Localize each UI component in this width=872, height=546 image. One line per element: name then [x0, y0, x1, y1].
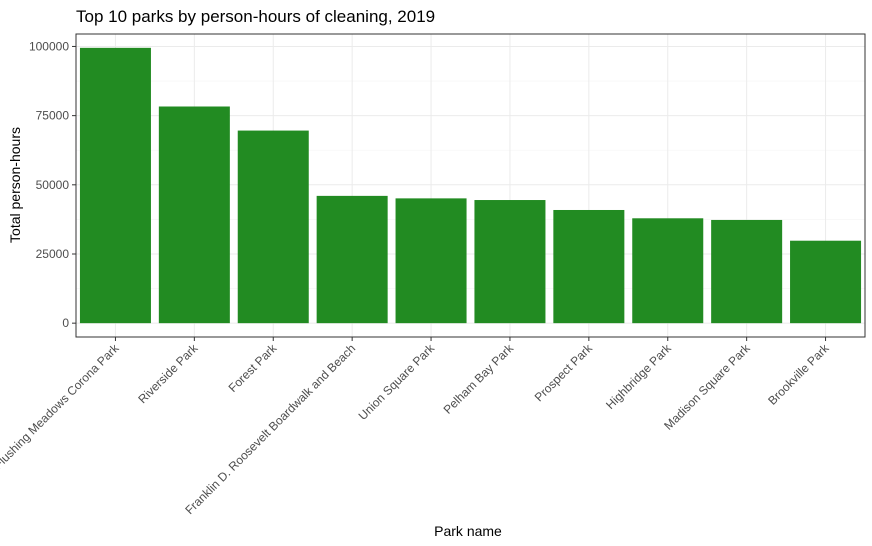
bar — [79, 47, 151, 324]
x-tick-label: Riverside Park — [135, 341, 201, 407]
x-tick-label: Flushing Meadows Corona Park — [0, 341, 122, 472]
x-tick-label: Prospect Park — [532, 341, 596, 405]
x-tick-label: Forest Park — [226, 341, 280, 395]
bar — [316, 195, 388, 324]
x-tick-label: Madison Square Park — [661, 341, 753, 433]
x-axis: Flushing Meadows Corona Park Riverside Pa… — [0, 337, 832, 517]
bar — [237, 130, 309, 324]
bar — [790, 240, 862, 324]
y-axis: 0 25000 50000 75000 100000 — [29, 39, 76, 330]
bar — [158, 106, 230, 324]
x-tick-label: Highbridge Park — [603, 341, 674, 412]
y-axis-title: Total person-hours — [7, 127, 23, 243]
x-tick-label: Pelham Bay Park — [441, 341, 517, 417]
bar — [632, 218, 704, 324]
x-tick-label: Brookville Park — [765, 341, 832, 408]
panel-border — [75, 33, 866, 338]
chart-title: Top 10 parks by person-hours of cleaning… — [76, 7, 435, 26]
y-tick-label: 50000 — [36, 178, 70, 192]
y-tick-label: 25000 — [36, 247, 70, 261]
bar — [474, 200, 546, 324]
x-tick-label: Franklin D. Roosevelt Boardwalk and Beac… — [182, 341, 358, 517]
y-tick-label: 0 — [62, 316, 69, 330]
x-axis-title: Park name — [434, 523, 502, 539]
bar — [711, 219, 783, 324]
y-tick-label: 100000 — [29, 39, 69, 53]
bar — [553, 209, 625, 324]
y-tick-label: 75000 — [36, 109, 70, 123]
x-tick-label: Union Square Park — [356, 341, 438, 423]
bar — [395, 198, 467, 324]
bars — [79, 47, 862, 324]
